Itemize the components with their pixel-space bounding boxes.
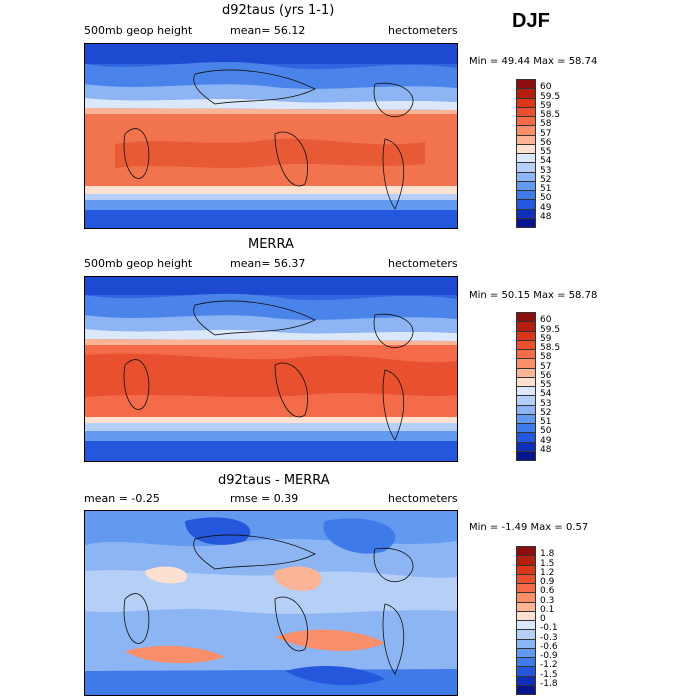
panel-2-title: MERRA bbox=[248, 237, 294, 252]
colorbar-tick-label: 58.5 bbox=[540, 110, 561, 120]
colorbar-tick-label: 59.5 bbox=[540, 324, 561, 335]
colorbar-tick-label: 54 bbox=[540, 389, 552, 400]
colorbar-tick-label: 60 bbox=[540, 315, 552, 326]
colorbar-tick-label: 0.6 bbox=[540, 586, 555, 597]
colorbar-tick-label: 56 bbox=[540, 137, 552, 148]
panel-2-units-label: hectometers bbox=[388, 257, 458, 270]
colorbar-tick-label: 48 bbox=[540, 444, 552, 455]
colorbar-swatch bbox=[516, 217, 536, 228]
colorbar-tick-label: -0.3 bbox=[540, 632, 558, 643]
colorbar-tick-label: 54 bbox=[540, 156, 552, 167]
panel-1-title: d92taus (yrs 1-1) bbox=[222, 3, 335, 18]
panel-1-colorbar: 60 59.5 59 58.5 58 57 56 55 54 53 52 51 50 49 48 bbox=[516, 79, 576, 228]
colorbar-tick-label: 49 bbox=[540, 435, 552, 446]
colorbar-tick-label: 49 bbox=[540, 202, 552, 213]
colorbar-tick-label: 55 bbox=[540, 380, 552, 390]
colorbar-tick-label: 51 bbox=[540, 184, 552, 194]
colorbar-tick-label: 53 bbox=[540, 165, 552, 176]
colorbar-tick-label: -1.5 bbox=[540, 669, 558, 680]
colorbar-tick-label: 0.1 bbox=[540, 604, 555, 615]
panel-3-minmax: Min = -1.49 Max = 0.57 bbox=[469, 522, 589, 533]
colorbar-tick-label: 48 bbox=[540, 211, 552, 222]
colorbar-tick-label: 0.3 bbox=[540, 595, 555, 606]
colorbar-tick-label: 1.8 bbox=[540, 549, 555, 560]
colorbar-tick-label: 1.2 bbox=[540, 567, 555, 578]
panel-3-mean-label: mean = -0.25 bbox=[84, 492, 160, 505]
panel-1-minmax: Min = 49.44 Max = 58.74 bbox=[469, 56, 598, 67]
season-label: DJF bbox=[512, 10, 550, 32]
panel-3-units-label: hectometers bbox=[388, 492, 458, 505]
colorbar-tick-label: 58 bbox=[540, 119, 552, 130]
colorbar-tick-label: 50 bbox=[540, 193, 552, 204]
colorbar-tick-label: -0.1 bbox=[540, 623, 558, 634]
colorbar-tick-label: -0.6 bbox=[540, 641, 558, 652]
panel-2-colorbar: 60 59.5 59 58.5 58 57 56 55 54 53 52 51 50 49 48 bbox=[516, 312, 576, 461]
colorbar-tick-label: 52 bbox=[540, 407, 552, 418]
colorbar-tick-label: 59 bbox=[540, 100, 552, 111]
colorbar-tick-label: 55 bbox=[540, 147, 552, 157]
colorbar-tick-label: 60 bbox=[540, 82, 552, 93]
colorbar-tick-label: -0.9 bbox=[540, 651, 558, 661]
panel-1-variable-label: 500mb geop height bbox=[84, 24, 193, 37]
colorbar-tick-label: 51 bbox=[540, 417, 552, 427]
colorbar-tick-label: 57 bbox=[540, 361, 552, 372]
panel-2-map bbox=[84, 276, 458, 462]
colorbar-tick-label: 57 bbox=[540, 128, 552, 139]
panel-1-units-label: hectometers bbox=[388, 24, 458, 37]
colorbar-tick-label: 56 bbox=[540, 370, 552, 381]
panel-2-variable-label: 500mb geop height bbox=[84, 257, 193, 270]
panel-3-rmse-label: rmse = 0.39 bbox=[230, 492, 299, 505]
colorbar-tick-label: 1.5 bbox=[540, 558, 555, 569]
colorbar-tick-label: -1.2 bbox=[540, 660, 558, 671]
panel-2-mean-label: mean= 56.37 bbox=[230, 257, 306, 270]
colorbar-tick-label: 0.9 bbox=[540, 577, 555, 587]
colorbar-tick-label: 53 bbox=[540, 398, 552, 409]
panel-3-colorbar: 1.8 1.5 1.2 0.9 0.6 0.3 0.1 0 -0.1 -0.3 -0.6 -0.9 -1… bbox=[516, 546, 576, 695]
colorbar-tick-label: 59 bbox=[540, 333, 552, 344]
colorbar-swatch bbox=[516, 684, 536, 695]
colorbar-tick-label: 52 bbox=[540, 174, 552, 185]
panel-1-mean-label: mean= 56.12 bbox=[230, 24, 306, 37]
panel-3-map bbox=[84, 510, 458, 696]
colorbar-tick-label: 0 bbox=[540, 614, 546, 624]
panel-2-minmax: Min = 50.15 Max = 58.78 bbox=[469, 290, 598, 301]
colorbar-tick-label: 59.5 bbox=[540, 91, 561, 102]
colorbar-tick-label: 58 bbox=[540, 352, 552, 363]
colorbar-tick-label: 58.5 bbox=[540, 343, 561, 353]
colorbar-tick-label: -1.8 bbox=[540, 678, 558, 689]
panel-3-title: d92taus - MERRA bbox=[218, 473, 330, 488]
panel-1-map bbox=[84, 43, 458, 229]
colorbar-tick-label: 50 bbox=[540, 426, 552, 437]
colorbar-swatch bbox=[516, 450, 536, 461]
